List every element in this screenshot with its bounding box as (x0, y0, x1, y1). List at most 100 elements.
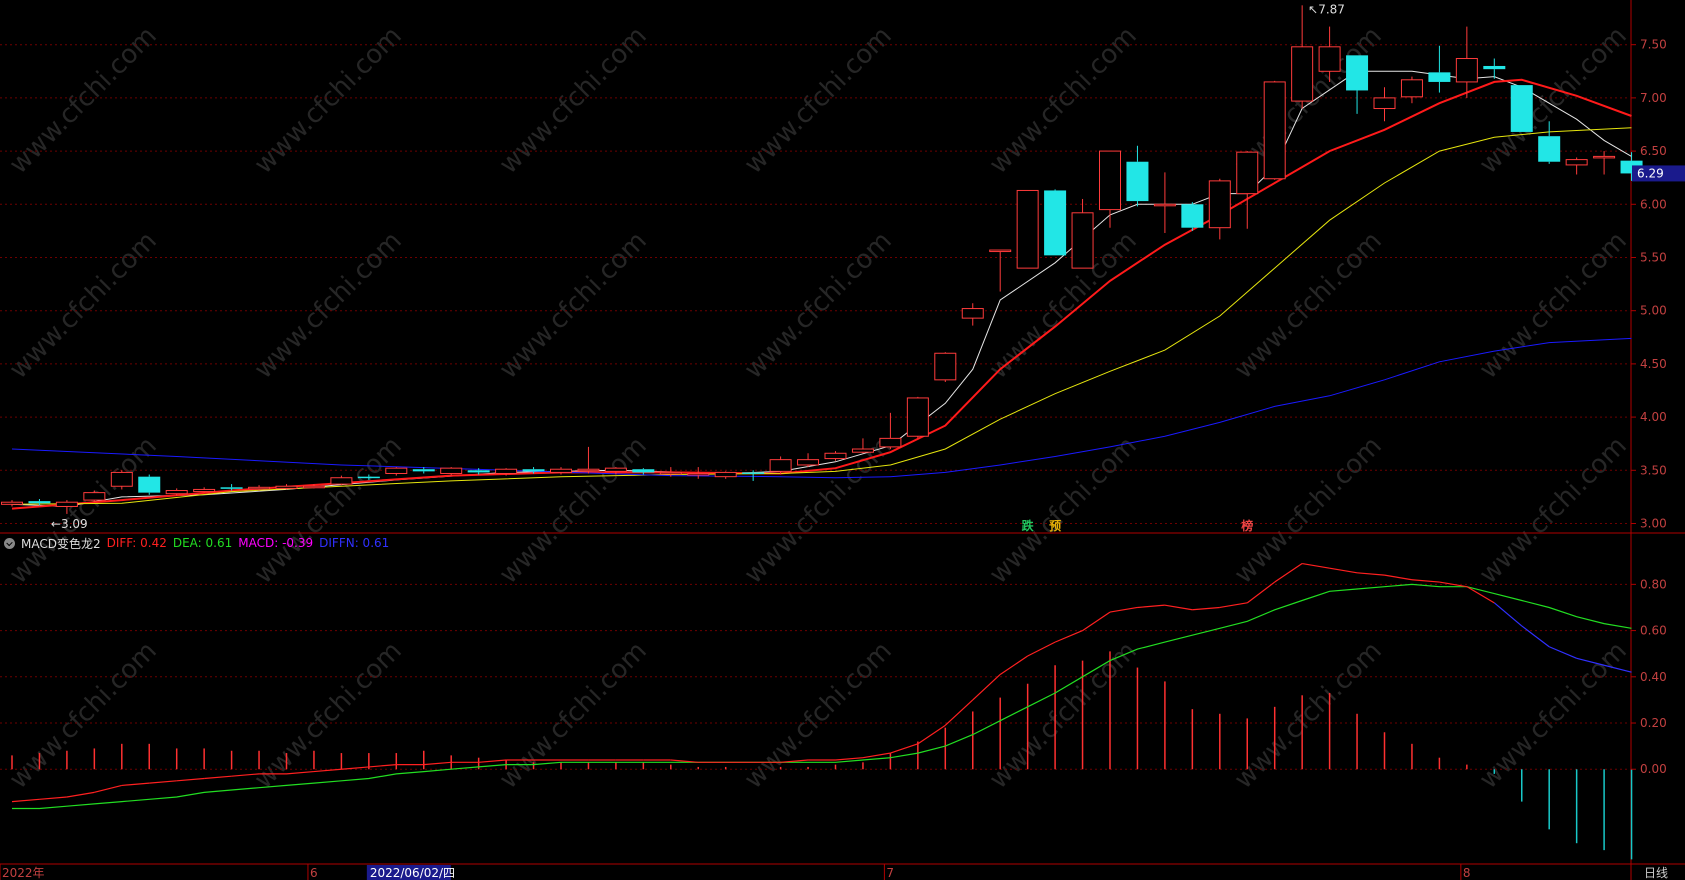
candle (742, 470, 765, 481)
macd-tick-label: 0.20 (1640, 716, 1667, 730)
watermark-text: www.cfchi.com (739, 226, 898, 385)
candle-body (1099, 150, 1121, 211)
candle (110, 470, 133, 490)
watermark-text: www.cfchi.com (249, 21, 408, 180)
candle-body (1, 501, 23, 505)
candle (632, 468, 655, 475)
candle-body (1263, 81, 1286, 180)
candle-body (851, 448, 874, 453)
price-tick-label: 6.50 (1640, 144, 1667, 158)
candle-body (193, 488, 216, 493)
legend-dea: DEA: 0.61 (172, 536, 233, 550)
candle-body (220, 487, 243, 489)
candle-body (385, 467, 408, 474)
macd-legend: MACD变色龙2 DIFF: 0.42 DEA: 0.61 MACD: -0.3… (4, 535, 389, 551)
price-tick-label: 5.00 (1640, 304, 1667, 318)
diff-line-segment (1576, 657, 1605, 666)
watermark-layer: www.cfchi.com www.cfchi.com www.cfchi.com w… (4, 21, 1633, 795)
diff-line-segment (1054, 630, 1083, 643)
watermark-text: www.cfchi.com (1229, 636, 1388, 795)
candle (687, 467, 710, 479)
candle (302, 484, 325, 489)
candle (1126, 145, 1149, 207)
current-price-label: 6.29 (1637, 166, 1664, 180)
candle-body (302, 485, 325, 489)
diff-line-segment (11, 798, 40, 803)
candle-body (165, 490, 188, 495)
diff-line-segment (313, 768, 342, 773)
diff-line-segment (917, 724, 946, 745)
diff-line-segment (368, 764, 397, 768)
price-tick-label: 7.00 (1640, 91, 1667, 105)
candle-body (138, 476, 161, 493)
candle-body (1593, 155, 1616, 159)
candle-body (742, 472, 765, 474)
diff-line-segment (1521, 625, 1550, 648)
candle (1236, 151, 1259, 229)
macd-axis: 0.80 0.60 0.40 0.20 0.00 (1631, 577, 1667, 776)
diff-line-segment (1082, 611, 1111, 632)
candle (577, 446, 600, 474)
candle-body (879, 437, 902, 448)
candle (1538, 121, 1561, 164)
candle (934, 352, 957, 382)
diff-line-segment (1302, 562, 1330, 569)
diff-line-segment (944, 699, 974, 726)
signal-marker: 榜 (1241, 518, 1253, 533)
macd-grid (0, 583, 1629, 770)
candle (248, 485, 271, 491)
diff-line-segment (1192, 606, 1220, 611)
diff-line-segment (1164, 604, 1193, 611)
candle (1071, 198, 1094, 269)
price-annotations: ↖7.87 ←3.09 6.29 跌预 榜 (51, 2, 1685, 533)
candle (550, 467, 572, 475)
watermark-text: www.cfchi.com (739, 21, 898, 180)
candle-body (1016, 189, 1039, 269)
candle (604, 467, 627, 475)
diff-line-segment (1274, 563, 1303, 583)
watermark-text: www.cfchi.com (494, 21, 653, 180)
date-label: 2022年 (2, 866, 45, 880)
candle-body (1346, 55, 1369, 91)
candle (824, 451, 847, 461)
candle (412, 467, 435, 474)
collapse-icon[interactable] (4, 537, 15, 549)
candle (1346, 55, 1369, 114)
watermark-text: www.cfchi.com (494, 226, 653, 385)
candle (1373, 87, 1396, 122)
candle (330, 475, 353, 486)
watermark-text: www.cfchi.com (1229, 431, 1388, 590)
candle (769, 456, 792, 475)
candle-body (797, 459, 820, 466)
candle-body (1236, 151, 1259, 195)
price-tick-label: 7.50 (1640, 38, 1667, 52)
signal-marker: 跌 (1022, 518, 1035, 533)
diff-line-segment (66, 791, 95, 798)
candle-body (687, 472, 710, 476)
candle-body (412, 469, 435, 472)
watermark-text: www.cfchi.com (739, 431, 898, 590)
price-tick-label: 4.00 (1640, 410, 1667, 424)
diff-line-segment (1411, 579, 1440, 583)
watermark-text: www.cfchi.com (4, 636, 163, 795)
diff-line-segment (423, 761, 452, 766)
candle-body (1538, 136, 1561, 162)
candlestick-series[interactable] (1, 5, 1643, 514)
candle (1291, 5, 1314, 109)
diff-line-segment (1439, 581, 1467, 588)
moving-average-line (11, 127, 1632, 505)
diff-line-segment (1109, 606, 1138, 613)
watermark-text: www.cfchi.com (249, 226, 408, 385)
price-axis: 7.50 7.00 6.50 6.00 5.50 5.00 4.50 4.00 3.50 3.00 (1631, 38, 1667, 530)
high-price-label: ↖7.87 (1308, 2, 1345, 16)
legend-diff: DIFF: 0.42 (106, 536, 167, 550)
current-price-box (1632, 165, 1685, 182)
candle (165, 488, 188, 496)
candle (1593, 151, 1616, 175)
candle (797, 453, 820, 468)
candle-body (1126, 161, 1149, 202)
candle (440, 467, 463, 476)
diff-line-segment (1027, 641, 1056, 657)
macd-tick-label: 0.40 (1640, 670, 1667, 684)
